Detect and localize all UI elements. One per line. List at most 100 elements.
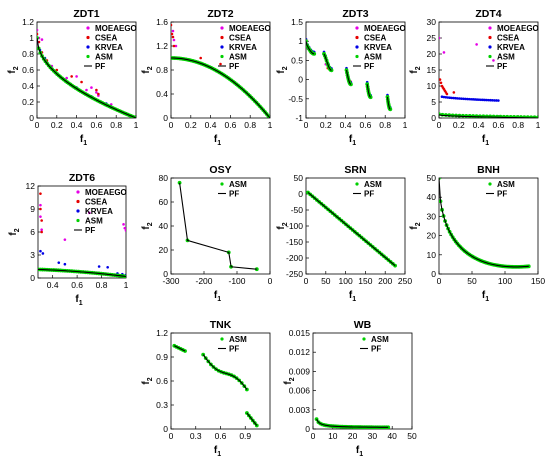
x-axis-label: f1 xyxy=(214,445,221,458)
legend-swatch xyxy=(488,54,492,59)
legend-label: ASM xyxy=(497,180,515,189)
plot-frame xyxy=(37,185,127,279)
data-point-asm xyxy=(450,113,455,118)
plot-frame xyxy=(312,332,413,430)
y-tick-label: 0.015 xyxy=(289,328,311,338)
y-tick-label: 3 xyxy=(30,250,35,260)
data-point-krvea xyxy=(483,98,487,102)
legend-label: KRVEA xyxy=(497,43,525,52)
y-tick-label: 0.006 xyxy=(289,386,311,396)
legend-swatch xyxy=(355,182,359,186)
data-point-krvea xyxy=(448,96,452,100)
y-tick-label: -100 xyxy=(286,221,303,231)
chart-panel-wb: WB 0 10 20 30 40 50 0 0.003 0.006 0.009 0.012 0.015 f… xyxy=(283,319,417,458)
y-axis-label: f2 xyxy=(276,222,289,229)
series-line-pf xyxy=(316,418,389,428)
legend-label: ASM xyxy=(229,335,247,344)
data-point-krvea xyxy=(456,97,459,100)
data-point-csea xyxy=(199,56,202,60)
data-point-krvea xyxy=(465,97,469,101)
data-point-asm xyxy=(312,51,317,56)
data-point-moeaego xyxy=(109,103,113,106)
x-tick-label: 100 xyxy=(339,276,353,286)
series-line-pf xyxy=(37,37,136,118)
series-line-pf xyxy=(174,345,258,426)
legend-swatch xyxy=(76,218,80,223)
legend-swatch xyxy=(86,26,90,30)
data-point-moeaego xyxy=(63,238,67,241)
y-axis-label: f2 xyxy=(409,222,422,229)
data-point-moeaego xyxy=(75,75,78,78)
y-axis-label: f2 xyxy=(409,66,422,73)
chart-title: ZDT6 xyxy=(69,172,95,184)
x-tick-label: 0.8 xyxy=(96,280,108,290)
data-point-moeaego xyxy=(171,29,175,33)
x-axis-label: f1 xyxy=(80,134,87,147)
series-line-pf xyxy=(171,57,270,118)
y-tick-label: 1.2 xyxy=(22,17,34,27)
data-point-moeaego xyxy=(439,36,441,40)
x-tick-label: 0.2 xyxy=(51,120,63,130)
x-tick-label: 0.6 xyxy=(224,120,236,130)
data-point-csea xyxy=(452,91,456,94)
y-tick-label: 0.3 xyxy=(156,400,168,410)
data-point-moeaego xyxy=(123,226,126,230)
series-line-pf xyxy=(439,114,538,118)
legend-swatch xyxy=(355,45,359,49)
x-tick-label: 50 xyxy=(321,276,331,286)
y-tick-label: 1.5 xyxy=(291,17,303,27)
x-tick-label: 0.8 xyxy=(244,120,256,130)
data-point-krvea xyxy=(106,265,109,269)
x-tick-label: 0.6 xyxy=(71,280,83,290)
x-tick-label: 0 xyxy=(437,276,442,286)
series-line-pf xyxy=(38,268,126,278)
data-point-moeaego xyxy=(88,211,91,215)
data-point-krvea xyxy=(479,98,483,102)
x-tick-label: -200 xyxy=(195,276,212,286)
data-point-asm xyxy=(519,115,523,118)
plot-area xyxy=(38,192,126,278)
x-tick-label: 200 xyxy=(378,276,392,286)
legend-label: CSEA xyxy=(497,34,519,43)
x-tick-label: 10 xyxy=(328,431,338,441)
series-line-pf xyxy=(439,178,529,268)
y-tick-label: 0 xyxy=(431,269,436,279)
chart-panel-zdt3: ZDT3 0 0.2 0.4 0.6 0.8 1 -1 -0.5 0 0.5 1 1.5 f1 f2 MOEA… xyxy=(276,8,408,147)
data-point-moeaego xyxy=(40,228,43,231)
data-point-moeaego xyxy=(65,76,68,80)
x-tick-label: 20 xyxy=(348,431,358,441)
data-point-moeaego xyxy=(39,215,42,218)
data-point-moeaego xyxy=(37,28,39,32)
data-point-krvea xyxy=(458,97,461,100)
y-tick-label: 0.8 xyxy=(156,65,168,75)
data-point-krvea xyxy=(460,97,463,100)
data-point-csea xyxy=(97,92,100,96)
data-point-krvea xyxy=(475,98,479,101)
x-tick-label: 0.8 xyxy=(110,120,122,130)
legend-label: ASM xyxy=(85,217,103,226)
data-point-asm xyxy=(495,114,499,118)
plot-area xyxy=(306,190,397,268)
x-tick-label: 0 xyxy=(437,120,442,130)
legend-label: KRVEA xyxy=(229,43,257,52)
chart-title: ZDT3 xyxy=(342,8,368,20)
x-tick-label: 0.4 xyxy=(340,120,352,130)
x-tick-label: 0 xyxy=(304,120,309,130)
x-tick-label: 0.2 xyxy=(320,120,332,130)
legend-swatch xyxy=(86,35,90,40)
x-tick-label: 1 xyxy=(536,120,541,130)
x-tick-label: 0.6 xyxy=(215,431,227,441)
x-tick-label: 40 xyxy=(387,431,397,441)
y-tick-label: 0 xyxy=(163,424,168,434)
x-tick-label: 100 xyxy=(498,276,512,286)
data-point-asm xyxy=(471,114,476,118)
x-tick-label: 0 xyxy=(268,276,273,286)
x-tick-label: 0.6 xyxy=(492,120,504,130)
y-tick-label: 15 xyxy=(427,65,437,75)
data-point-moeaego xyxy=(40,38,44,41)
y-tick-label: 6 xyxy=(30,227,35,237)
legend-label: PF xyxy=(229,62,239,71)
legend-label: ASM xyxy=(371,335,389,344)
